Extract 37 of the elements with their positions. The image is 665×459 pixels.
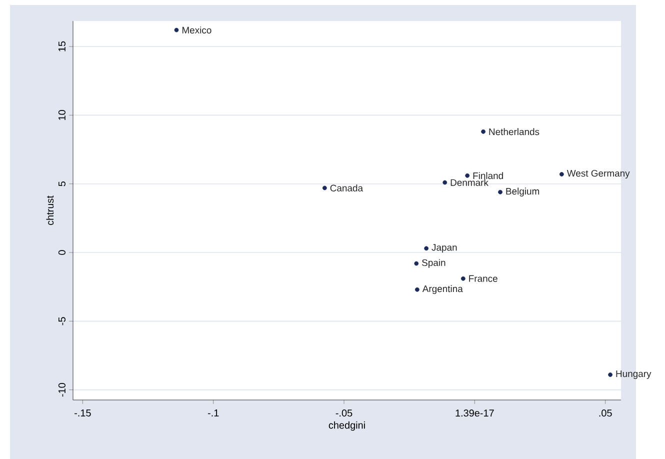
annotation: France xyxy=(469,275,498,282)
x-tick-label: 1.39e-17 xyxy=(456,410,494,417)
x-tick-label: .05 xyxy=(599,410,612,417)
annotation: Japan xyxy=(432,244,457,253)
annotation: Finland xyxy=(473,172,503,180)
point xyxy=(442,180,448,185)
annotation: Denmark xyxy=(450,178,488,186)
annotation: Hungary xyxy=(616,370,652,379)
point xyxy=(414,287,420,292)
y-axis-title: chtrust xyxy=(46,196,54,226)
annotation: West Germany xyxy=(566,170,630,179)
annotation: Argentina xyxy=(422,285,463,294)
point xyxy=(174,28,179,32)
point xyxy=(465,173,470,178)
x-tick-label: -.1 xyxy=(208,410,219,416)
annotation: Spain xyxy=(422,259,446,268)
y-tick-label: 10 xyxy=(58,110,66,120)
x-tick-label: -.15 xyxy=(74,410,91,416)
point xyxy=(498,190,502,194)
point xyxy=(424,246,429,251)
y-tick-label: -5 xyxy=(58,317,66,326)
annotation: Belgium xyxy=(506,188,540,196)
y-tick-label: 0 xyxy=(58,250,66,255)
annotation: Netherlands xyxy=(489,128,540,136)
annotation: Mexico xyxy=(182,26,212,34)
point xyxy=(608,372,612,377)
y-tick-label: -10 xyxy=(58,383,66,397)
x-axis-title: chedgini xyxy=(328,421,365,431)
x-tick-label: -.05 xyxy=(336,410,352,417)
point xyxy=(481,129,486,134)
point xyxy=(460,276,466,281)
point xyxy=(559,172,564,176)
y-tick-label: 15 xyxy=(58,41,66,52)
y-tick-label: 5 xyxy=(58,181,66,186)
point xyxy=(414,261,419,266)
point xyxy=(322,186,327,190)
annotation: Canada xyxy=(330,184,364,192)
